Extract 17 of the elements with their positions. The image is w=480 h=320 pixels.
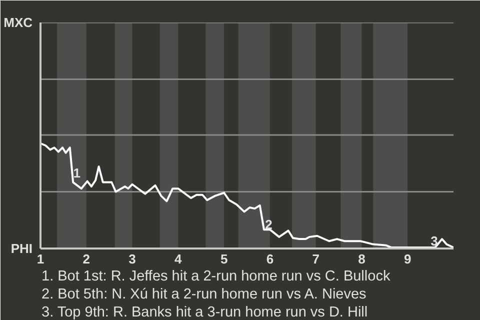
text: 2. Bot 5th: N. Xú hit a 2-run home run vs A. Nieves xyxy=(42,286,366,302)
text: 1. Bot 1st: R. Jeffes hit a 2-run home run vs C. Bullock xyxy=(42,268,391,284)
text: PHI xyxy=(10,241,32,256)
x-tick-label: 6 xyxy=(266,252,274,266)
annotation: 3 xyxy=(430,234,438,248)
ref-line-label: MXC xyxy=(4,15,34,30)
x-tick-label: 1 xyxy=(36,252,44,266)
x-tick-label: 7 xyxy=(312,252,320,266)
x-tick-label: 4 xyxy=(174,252,183,266)
annotation: 1 xyxy=(73,165,81,180)
x-tick-label: 3 xyxy=(128,252,136,266)
x-tick-label: 5 xyxy=(220,252,228,266)
x-tick-label: 8 xyxy=(358,252,366,266)
x-tick-label: 9 xyxy=(404,252,412,266)
x-tick-label: 2 xyxy=(82,252,90,266)
text: 3. Top 9th: R. Banks hit a 3-run home run vs D. Hill xyxy=(42,304,368,320)
annotation: 2 xyxy=(265,216,272,232)
